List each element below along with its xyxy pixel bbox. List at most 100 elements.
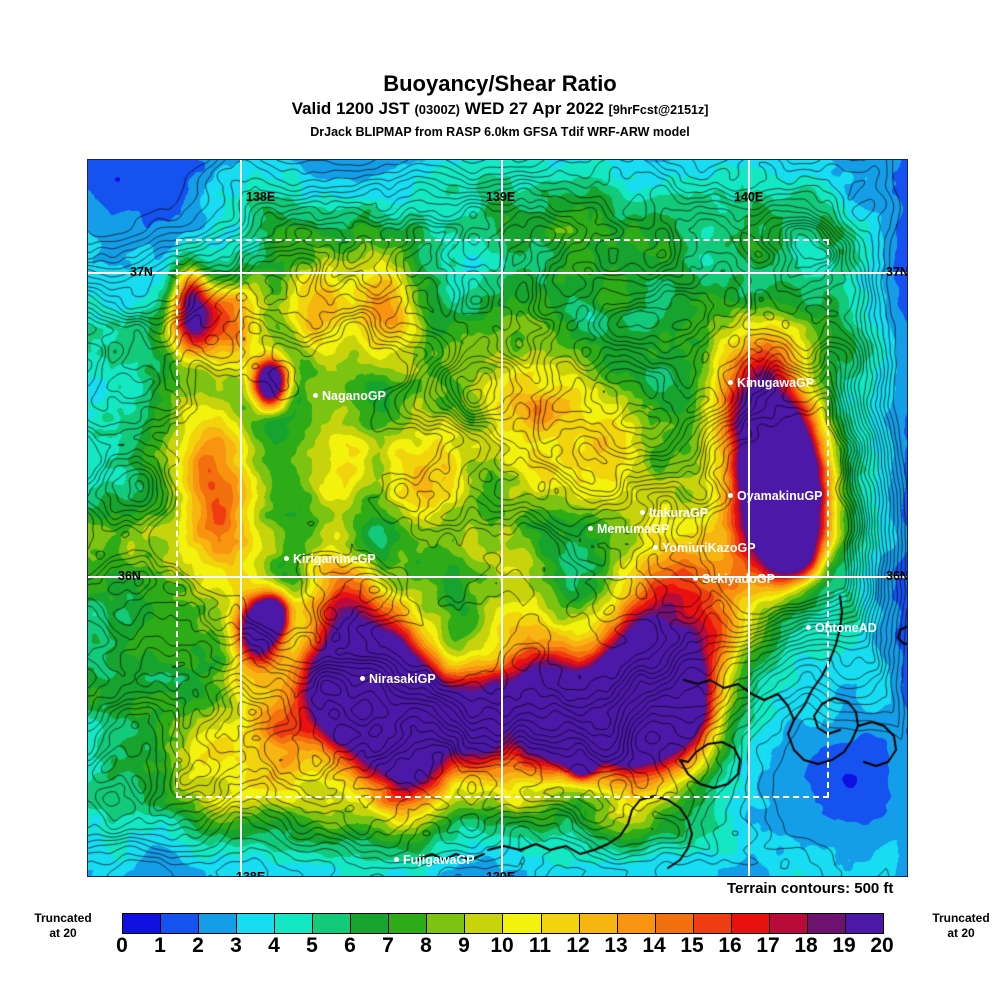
colorbar-tick-10: 10 [490, 934, 514, 957]
colorbar-swatch-13[interactable] [617, 914, 656, 933]
station-marker-nirasakigp[interactable]: NirasakiGP [360, 670, 436, 688]
colorbar-swatch-14[interactable] [655, 914, 694, 933]
colorbar-swatches[interactable] [122, 913, 884, 934]
station-marker-sekiyadogp[interactable]: SekiyadoGP [693, 570, 775, 588]
station-marker-ohtonead[interactable]: OhtoneAD [806, 619, 877, 637]
terrain-contour-note: Terrain contours: 500 ft [727, 880, 894, 897]
truncated-note-left: Truncated at 20 [18, 911, 108, 941]
station-dot-icon [640, 510, 645, 516]
colorbar-swatch-5[interactable] [313, 914, 352, 933]
station-dot-icon [394, 857, 399, 863]
colorbar-swatch-18[interactable] [807, 914, 846, 933]
valid-time-date: WED 27 Apr 2022 [460, 99, 609, 118]
colorbar-swatch-15[interactable] [693, 914, 732, 933]
colorbar-tick-16: 16 [718, 934, 742, 957]
colorbar-tick-labels: 0 1 2 3 4 5 6 7 8 9 10 11 12 13 14 15 16 17 18 19 20 [116, 934, 894, 962]
station-marker-kinugawagp[interactable]: KinugawaGP [728, 374, 814, 392]
colorbar-tick-1: 1 [154, 934, 166, 957]
station-dot-icon [588, 526, 593, 532]
lon-label-bottom-138E: 138E [236, 870, 266, 877]
station-dot-icon [313, 393, 318, 399]
colorbar-swatch-2[interactable] [199, 914, 238, 933]
colorbar-swatch-3[interactable] [237, 914, 276, 933]
colorbar-tick-0: 0 [116, 934, 128, 957]
colorbar-legend: Truncated at 20 0 1 2 3 4 5 6 7 8 9 10 11 12 13 14 15 16… [0, 905, 1000, 965]
station-label: MemumaGP [597, 521, 670, 536]
colorbar-swatch-1[interactable] [161, 914, 200, 933]
station-label: SekiyadoGP [702, 571, 775, 586]
graticule-lon-139E [501, 160, 503, 876]
station-label: YomiuriKazoGP [662, 540, 756, 555]
station-marker-oyamakinugp[interactable]: OyamakinuGP [728, 487, 822, 505]
lon-label-bottom-139E: 139E [486, 870, 516, 877]
station-label: KirigamineGP [293, 551, 376, 566]
colorbar-tick-2: 2 [192, 934, 204, 957]
colorbar-swatch-16[interactable] [731, 914, 770, 933]
colorbar-tick-13: 13 [604, 934, 628, 957]
station-marker-memumagp[interactable]: MemumaGP [588, 520, 669, 538]
station-marker-kirigaminegp[interactable]: KirigamineGP [284, 550, 376, 568]
colorbar-tick-17: 17 [756, 934, 780, 957]
lon-label-top-138E: 138E [246, 190, 276, 204]
colorbar-tick-15: 15 [680, 934, 704, 957]
station-dot-icon [653, 545, 658, 551]
valid-time-utc: (0300Z) [414, 102, 460, 117]
forecast-domain-box [176, 239, 829, 798]
station-marker-yomiurikazogp[interactable]: YomiuriKazoGP [653, 539, 756, 557]
colorbar-swatch-4[interactable] [275, 914, 314, 933]
station-label: ItakuraGP [649, 505, 709, 520]
model-source-line: DrJack BLIPMAP from RASP 6.0km GFSA Tdif… [310, 125, 690, 139]
lat-label-left-37N: 37N [130, 265, 153, 279]
graticule-lat-37N [88, 272, 907, 274]
colorbar-swatch-7[interactable] [389, 914, 428, 933]
colorbar-swatch-6[interactable] [351, 914, 390, 933]
colorbar-swatch-8[interactable] [427, 914, 466, 933]
station-dot-icon [728, 493, 733, 499]
station-label: OhtoneAD [815, 620, 877, 635]
forecast-tag: [9hrFcst@2151z] [608, 103, 709, 117]
colorbar-swatch-19[interactable] [845, 914, 883, 933]
truncated-note-right: Truncated at 20 [916, 911, 1000, 941]
lat-label-right-36N: 36N [886, 569, 908, 583]
colorbar-swatch-0[interactable] [123, 914, 162, 933]
colorbar-tick-7: 7 [382, 934, 394, 957]
station-marker-itakuragp[interactable]: ItakuraGP [640, 504, 708, 522]
colorbar-tick-12: 12 [566, 934, 590, 957]
station-marker-fujigawagp[interactable]: FujigawaGP [394, 851, 475, 869]
valid-time-line: Valid 1200 JST (0300Z) WED 27 Apr 2022 [… [0, 98, 1000, 121]
truncated-note-right-line1: Truncated [932, 911, 990, 925]
colorbar-tick-6: 6 [344, 934, 356, 957]
lon-label-top-140E: 140E [734, 190, 764, 204]
station-dot-icon [806, 625, 811, 631]
colorbar-tick-18: 18 [794, 934, 818, 957]
station-label: FujigawaGP [403, 852, 475, 867]
colorbar-swatch-9[interactable] [465, 914, 504, 933]
colorbar-tick-11: 11 [528, 934, 552, 957]
graticule-lon-140E [748, 160, 750, 876]
station-dot-icon [728, 380, 733, 386]
colorbar-tick-9: 9 [458, 934, 470, 957]
map-frame[interactable]: 138E 139E 140E 138E 139E 37N 36N 37N 36N… [87, 159, 908, 877]
lat-label-left-36N: 36N [118, 569, 141, 583]
colorbar-tick-14: 14 [642, 934, 666, 957]
graticule-lon-138E [240, 160, 242, 876]
colorbar-swatch-10[interactable] [503, 914, 542, 933]
page-title: Buoyancy/Shear Ratio [383, 71, 617, 96]
truncated-note-left-line2: at 20 [49, 926, 77, 940]
station-label: NaganoGP [322, 388, 386, 403]
colorbar-tick-5: 5 [306, 934, 318, 957]
station-dot-icon [284, 556, 289, 562]
colorbar-swatch-12[interactable] [579, 914, 618, 933]
colorbar-tick-4: 4 [268, 934, 280, 957]
truncated-note-right-line2: at 20 [947, 926, 975, 940]
station-marker-naganogp[interactable]: NaganoGP [313, 387, 386, 405]
title-block: Buoyancy/Shear Ratio Valid 1200 JST (030… [0, 72, 1000, 140]
truncated-note-left-line1: Truncated [34, 911, 92, 925]
graticule-lat-36N [88, 576, 907, 578]
station-label: NirasakiGP [369, 671, 436, 686]
station-label: KinugawaGP [737, 375, 815, 390]
colorbar-swatch-11[interactable] [541, 914, 580, 933]
colorbar-tick-20: 20 [870, 934, 894, 957]
colorbar-tick-3: 3 [230, 934, 242, 957]
colorbar-swatch-17[interactable] [769, 914, 808, 933]
